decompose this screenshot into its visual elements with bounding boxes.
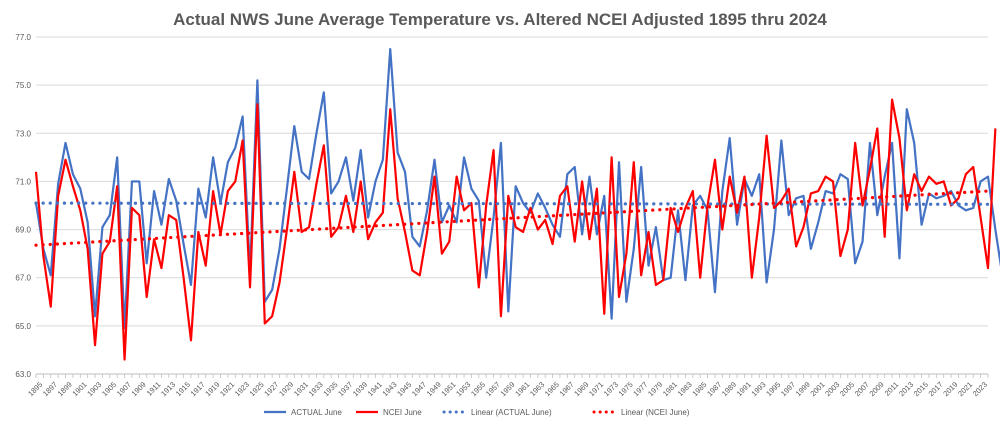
y-tick-label: 75.0 <box>15 81 31 90</box>
x-tick-label: 1933 <box>307 380 325 398</box>
x-tick-label: 1907 <box>115 380 133 398</box>
x-tick-label: 1959 <box>499 380 517 398</box>
legend-label: Linear (NCEI June) <box>621 408 690 417</box>
x-tick-label: 1999 <box>794 380 812 398</box>
x-tick-label: 1985 <box>690 380 708 398</box>
x-tick-label: 1977 <box>631 380 649 398</box>
x-tick-label: 1987 <box>705 380 723 398</box>
x-tick-label: 1897 <box>41 380 59 398</box>
x-tick-label: 1967 <box>558 380 576 398</box>
y-tick-label: 65.0 <box>15 322 31 331</box>
x-tick-label: 1899 <box>56 380 74 398</box>
x-tick-label: 2013 <box>897 380 915 398</box>
x-tick-label: 2021 <box>956 380 974 398</box>
x-tick-label: 1969 <box>572 380 590 398</box>
x-tick-label: 1973 <box>602 380 620 398</box>
x-tick-label: 1957 <box>484 380 502 398</box>
x-tick-label: 2023 <box>971 380 989 398</box>
x-tick-label: 1963 <box>528 380 546 398</box>
x-tick-label: 1917 <box>189 380 207 398</box>
x-tick-label: 1965 <box>543 380 561 398</box>
x-tick-label: 1901 <box>70 380 88 398</box>
legend-label: Linear (ACTUAL June) <box>471 408 552 417</box>
x-tick-label: 1979 <box>646 380 664 398</box>
series-line-ncei-june <box>34 98 997 361</box>
y-tick-label: 73.0 <box>15 129 31 138</box>
x-tick-label: 1927 <box>262 380 280 398</box>
x-tick-label: 1937 <box>336 380 354 398</box>
x-tick-label: 1949 <box>425 380 443 398</box>
legend-label: ACTUAL June <box>291 408 342 417</box>
x-tick-label: 1981 <box>661 380 679 398</box>
x-tick-label: 1955 <box>469 380 487 398</box>
x-tick-label: 2007 <box>853 380 871 398</box>
series-group <box>34 47 1000 361</box>
x-tick-label: 1935 <box>321 380 339 398</box>
x-tick-label: 1929 <box>277 380 295 398</box>
y-tick-label: 67.0 <box>15 274 31 283</box>
y-tick-label: 69.0 <box>15 226 31 235</box>
x-tick-label: 2017 <box>927 380 945 398</box>
y-tick-label: 77.0 <box>15 33 31 42</box>
x-tick-label: 1961 <box>513 380 531 398</box>
x-tick-label: 1925 <box>248 380 266 398</box>
y-tick-label: 63.0 <box>15 370 31 379</box>
x-axis: 1895189718991901190319051907190919111913… <box>26 373 989 398</box>
x-tick-label: 1995 <box>764 380 782 398</box>
x-tick-label: 1919 <box>203 380 221 398</box>
x-tick-label: 1903 <box>85 380 103 398</box>
x-tick-label: 2011 <box>883 380 901 398</box>
x-tick-label: 1975 <box>617 380 635 398</box>
x-tick-label: 1911 <box>145 380 163 398</box>
x-tick-label: 1941 <box>366 380 384 398</box>
x-tick-label: 1915 <box>174 380 192 398</box>
x-tick-label: 1905 <box>100 380 118 398</box>
x-tick-label: 1909 <box>130 380 148 398</box>
x-tick-label: 1947 <box>410 380 428 398</box>
legend: ACTUAL June NCEI June Linear (ACTUAL June)… <box>264 408 690 417</box>
x-tick-label: 2015 <box>912 380 930 398</box>
x-tick-label: 1945 <box>395 380 413 398</box>
chart-title: Actual NWS June Average Temperature vs. … <box>173 10 827 29</box>
x-tick-label: 2005 <box>838 380 856 398</box>
x-tick-label: 2019 <box>941 380 959 398</box>
x-tick-label: 1991 <box>735 380 753 398</box>
x-tick-label: 1895 <box>26 380 44 398</box>
x-tick-label: 1983 <box>676 380 694 398</box>
x-tick-label: 2009 <box>868 380 886 398</box>
x-tick-label: 1953 <box>454 380 472 398</box>
trendline-linear-ncei-june <box>34 189 990 247</box>
x-tick-label: 2001 <box>808 380 826 398</box>
legend-label: NCEI June <box>383 408 422 417</box>
y-tick-label: 71.0 <box>15 177 31 186</box>
x-tick-label: 1971 <box>587 380 605 398</box>
x-tick-label: 1913 <box>159 380 177 398</box>
x-tick-label: 1951 <box>439 380 457 398</box>
series-line-actual-june <box>34 47 1000 330</box>
x-tick-label: 1923 <box>233 380 251 398</box>
x-tick-label: 1997 <box>779 380 797 398</box>
trendline-linear-actual-june <box>34 201 990 206</box>
x-tick-label: 1931 <box>292 380 310 398</box>
x-tick-label: 1993 <box>749 380 767 398</box>
x-tick-label: 1989 <box>720 380 738 398</box>
x-tick-label: 1943 <box>380 380 398 398</box>
x-tick-label: 2003 <box>823 380 841 398</box>
x-tick-label: 1939 <box>351 380 369 398</box>
y-axis: 63.0 65.0 67.0 69.0 71.0 73.0 75.0 77.0 <box>15 33 31 379</box>
x-tick-label: 1921 <box>218 380 236 398</box>
